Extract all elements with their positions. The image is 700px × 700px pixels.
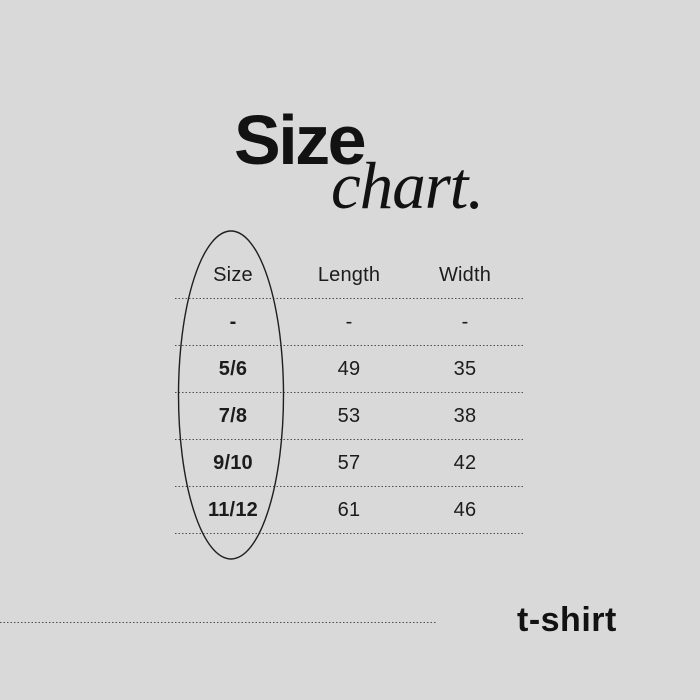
cell-size: 5/6 [218, 357, 248, 380]
row-divider [175, 486, 523, 487]
cell-size: 11/12 [208, 498, 258, 521]
column-header-width: Width [438, 263, 492, 286]
table-row: - - - [175, 299, 523, 345]
cell-size: - [229, 310, 237, 333]
column-header-size: Size [213, 263, 253, 286]
cell-size: 9/10 [213, 451, 253, 474]
row-divider [175, 392, 523, 393]
cell-width: 35 [453, 357, 477, 380]
cell-size: 7/8 [218, 404, 248, 427]
page-title-script: chart. [331, 149, 484, 223]
cell-width: 42 [453, 451, 477, 474]
table-row: 5/6 49 35 [175, 346, 523, 392]
garment-type-label: t-shirt [517, 601, 617, 639]
size-table: Size Length Width - - - 5/6 49 35 7/8 53… [175, 252, 523, 534]
page-title: Size [234, 101, 367, 179]
table-row: 11/12 61 46 [175, 487, 523, 533]
cell-width: - [461, 310, 469, 333]
cell-width: 46 [453, 498, 477, 521]
column-header-length: Length [317, 263, 381, 286]
cell-length: 57 [337, 451, 361, 474]
cell-length: 61 [337, 498, 361, 521]
cell-length: - [345, 310, 353, 333]
cell-length: 53 [337, 404, 361, 427]
table-header-row: Size Length Width [175, 252, 523, 298]
cell-length: 49 [337, 357, 361, 380]
footer-divider-line [0, 622, 437, 623]
table-row: 7/8 53 38 [175, 393, 523, 439]
row-divider [175, 298, 523, 299]
row-divider [175, 439, 523, 440]
cell-width: 38 [453, 404, 477, 427]
row-divider [175, 533, 523, 534]
table-row: 9/10 57 42 [175, 440, 523, 486]
row-divider [175, 345, 523, 346]
